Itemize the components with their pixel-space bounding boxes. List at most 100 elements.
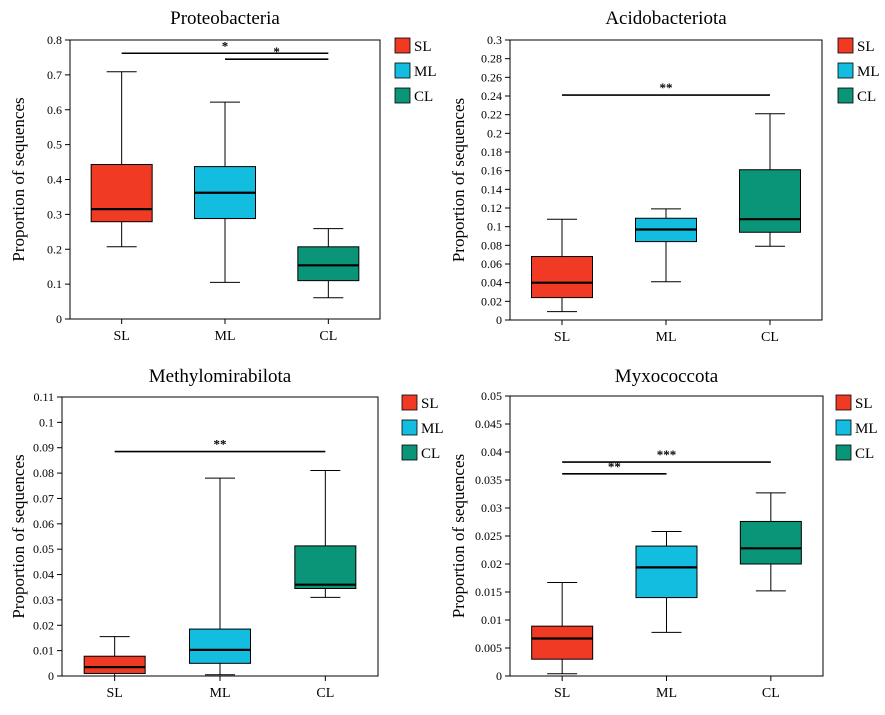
y-tick-label: 0.04 [481,445,502,459]
box-iqr [531,625,594,660]
y-tick-label: 0.26 [481,70,502,84]
chart-panel-3: Methylomirabilota Proportion of sequences… [9,366,444,701]
y-tick-label: 0.02 [481,294,502,308]
x-tick-label: ML [215,329,236,344]
y-tick-label: 0.2 [487,126,502,140]
y-tick-label: 0.06 [33,517,54,531]
box-iqr [531,256,593,299]
y-tick-label: 0.05 [33,542,54,556]
box-iqr [635,545,698,599]
legend-swatch-ML [835,419,852,436]
y-tick-label: 0.01 [481,613,502,627]
y-tick-label: 0.18 [481,145,502,159]
legend-swatch-SL [835,394,852,411]
y-tick-label: 0.005 [475,641,502,655]
y-tick-label: 0.02 [33,618,54,632]
y-tick-label: 0.24 [481,89,502,103]
box-SL [90,71,153,248]
chart-title: Acidobacteriota [605,8,727,29]
y-tick-label: 0.025 [475,529,502,543]
x-tick-label: ML [656,330,677,345]
legend-label-ML: ML [857,64,880,80]
box-ML [189,477,251,676]
y-tick-label: 0.04 [481,276,502,290]
y-tick-label: 0.11 [33,390,54,404]
y-tick-label: 0.5 [47,138,62,152]
y-tick-label: 0.8 [47,33,62,47]
y-tick-label: 0.3 [487,33,502,47]
y-tick-label: 0.28 [481,52,502,66]
y-tick-label: 0 [496,313,502,327]
y-axis-label: Proportion of sequences [449,98,468,262]
legend-swatch-CL [837,87,854,104]
y-axis-label: Proportion of sequences [9,97,28,261]
y-tick-label: 0.05 [481,389,502,403]
legend-label-ML: ML [421,421,444,437]
box-SL [531,581,594,675]
legend-swatch-ML [837,62,854,79]
y-tick-label: 0.09 [33,441,54,455]
y-tick-label: 0.1 [39,415,54,429]
x-tick-label: CL [316,686,334,701]
x-tick-label: SL [113,329,129,344]
chart-title: Methylomirabilota [149,366,292,387]
box-ML [635,531,698,633]
legend-label-SL: SL [421,396,439,412]
y-tick-label: 0.06 [481,257,502,271]
y-tick-label: 0.035 [475,473,502,487]
y-tick-label: 0.14 [481,182,502,196]
legend-swatch-ML [401,419,418,436]
y-tick-label: 0.2 [47,242,62,256]
legend-label-SL: SL [857,39,875,55]
significance-label: ** [608,459,621,474]
y-tick-label: 0 [496,669,502,683]
y-tick-label: 0.6 [47,103,62,117]
legend-swatch-SL [837,37,854,54]
y-tick-label: 0.08 [481,238,502,252]
significance-label: ** [214,437,227,452]
box-ML [635,208,697,283]
box-iqr [189,628,251,664]
chart-panel-4: Myxococcota Proportion of sequences 0 0.005… [449,366,878,701]
legend-swatch-SL [394,37,411,54]
x-tick-label: SL [106,686,122,701]
y-tick-label: 0.03 [481,501,502,515]
y-tick-label: 0.22 [481,108,502,122]
legend-swatch-CL [394,87,411,104]
significance-label: * [273,44,280,59]
y-tick-label: 0.02 [481,557,502,571]
box-iqr [297,246,360,282]
significance-label: *** [657,447,677,462]
box-SL [83,636,146,677]
box-CL [294,470,357,598]
y-tick-label: 0.03 [33,593,54,607]
legend-label-SL: SL [414,39,432,55]
box-ML [194,101,256,283]
legend-label-CL: CL [855,446,874,462]
legend-label-SL: SL [855,396,873,412]
legend-label-CL: CL [414,89,433,105]
y-tick-label: 0.015 [475,585,502,599]
x-tick-label: SL [554,330,570,345]
y-tick-label: 0.07 [33,491,54,505]
legend-label-CL: CL [421,446,440,462]
box-SL [531,218,593,313]
box-iqr [739,520,802,565]
legend-swatch-ML [394,62,411,79]
box-iqr [294,545,357,589]
box-iqr [90,164,153,223]
y-axis-label: Proportion of sequences [9,454,28,618]
y-axis-label: Proportion of sequences [449,454,468,618]
y-tick-label: 0.4 [47,173,62,187]
x-tick-label: CL [319,329,337,344]
y-tick-label: 0.01 [33,644,54,658]
chart-panel-2: Acidobacteriota Proportion of sequences 0 0… [449,8,880,345]
x-tick-label: ML [656,686,677,701]
legend-label-CL: CL [857,89,876,105]
y-tick-label: 0.7 [47,68,62,82]
chart-panel-1: Proteobacteria Proportion of sequences 0 0.… [9,8,437,344]
chart-title: Proteobacteria [170,8,280,29]
box-CL [739,492,802,592]
legend-swatch-CL [401,444,418,461]
